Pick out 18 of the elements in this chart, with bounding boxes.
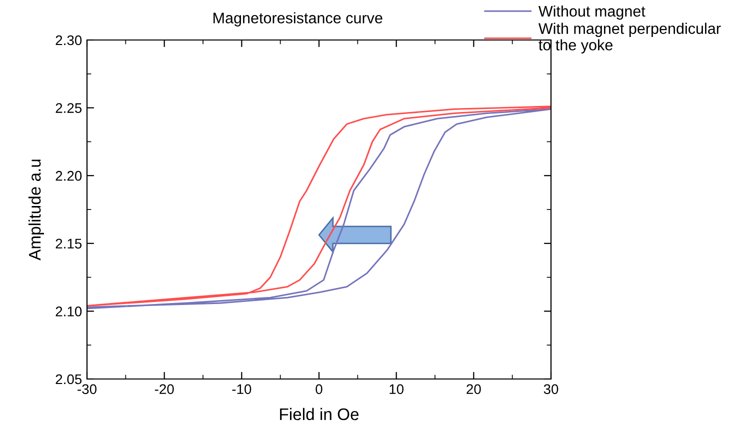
x-tick-label: 30 — [544, 384, 558, 394]
x-tick-label: 20 — [466, 384, 481, 394]
y-tick-label: 2.10 — [56, 306, 82, 316]
legend-label: Without magnet — [538, 5, 646, 20]
y-tick-label: 2.20 — [56, 170, 82, 181]
y-tick-label: 2.25 — [56, 103, 82, 113]
x-tick-label: -20 — [154, 384, 174, 394]
y-tick-label: 2.30 — [56, 35, 82, 46]
x-tick-label: -10 — [232, 384, 252, 394]
x-axis-title: Field in Oe — [280, 408, 359, 420]
chart-title: Magnetoresistance curve — [214, 12, 382, 26]
x-tick-label: 0 — [316, 384, 322, 394]
y-tick-label: 2.15 — [56, 238, 82, 249]
y-tick-label: 2.05 — [56, 374, 82, 384]
legend-label: With magnet perpendicular to the yoke — [538, 22, 721, 54]
x-tick-label: -30 — [78, 384, 96, 394]
x-tick-label: 10 — [390, 384, 404, 394]
y-axis-title: Amplitude a.u — [28, 160, 44, 260]
